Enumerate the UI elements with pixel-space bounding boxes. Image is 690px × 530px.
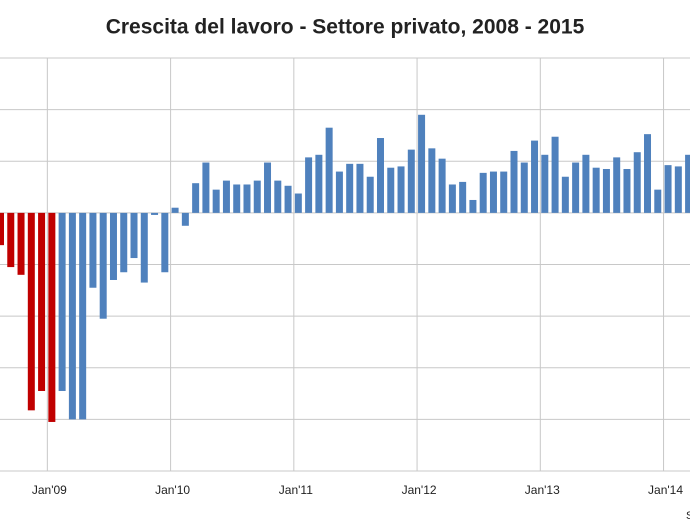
bar	[222, 180, 230, 213]
bar	[233, 184, 241, 213]
bar	[674, 166, 682, 213]
x-tick-label: Jan'13	[525, 483, 560, 497]
bar	[305, 157, 313, 213]
bar	[325, 127, 333, 213]
bar	[89, 212, 97, 288]
bar	[161, 212, 169, 273]
bar	[68, 212, 76, 420]
bar	[335, 171, 343, 213]
bar	[489, 171, 497, 213]
bar	[99, 212, 107, 319]
bar	[582, 154, 590, 213]
bar	[633, 152, 641, 213]
bar	[48, 212, 56, 422]
bar	[510, 150, 518, 213]
bar	[397, 166, 405, 213]
bar	[346, 163, 354, 213]
bar	[387, 167, 395, 213]
x-tick-label: Jan'12	[402, 483, 437, 497]
bar	[572, 162, 580, 213]
bar	[366, 176, 374, 213]
chart-title: Crescita del lavoro - Settore privato, 2…	[106, 16, 585, 39]
bar	[520, 162, 528, 213]
bar	[243, 184, 251, 213]
bar	[418, 114, 426, 213]
bar	[38, 212, 46, 391]
bar	[17, 212, 25, 275]
bar	[294, 193, 302, 213]
bar	[192, 183, 200, 213]
x-tick-label: Jan'10	[155, 483, 190, 497]
bar	[140, 212, 148, 283]
bar	[181, 212, 189, 226]
bar	[541, 154, 549, 213]
bar	[171, 207, 179, 213]
bar	[438, 158, 446, 213]
bar	[479, 172, 487, 213]
bar	[356, 163, 364, 213]
bar	[315, 154, 323, 213]
bar	[448, 184, 456, 213]
bar	[202, 162, 210, 213]
bar	[459, 181, 467, 213]
bar	[592, 167, 600, 213]
bar	[130, 212, 138, 259]
bar	[602, 168, 610, 213]
bar	[613, 157, 621, 213]
bar	[664, 165, 672, 213]
bar	[284, 185, 292, 213]
bar	[109, 212, 117, 280]
bar	[79, 212, 87, 420]
source: S	[686, 510, 690, 522]
bar	[376, 138, 384, 213]
bar	[407, 149, 415, 213]
bar	[151, 212, 159, 215]
bar	[551, 136, 559, 213]
x-tick-label: Jan'14	[648, 483, 683, 497]
bar	[654, 189, 662, 213]
bar	[685, 154, 690, 213]
bar	[58, 212, 66, 391]
bar	[469, 199, 477, 213]
bar	[27, 212, 35, 411]
bar	[561, 176, 569, 213]
x-tick-label: Jan'11	[279, 483, 313, 497]
bar	[623, 168, 631, 213]
bar	[428, 148, 436, 213]
bar	[0, 212, 4, 246]
bar	[500, 171, 508, 213]
bar	[644, 134, 652, 213]
bar	[531, 140, 539, 213]
bar	[212, 189, 220, 213]
bar	[264, 162, 272, 213]
bar	[253, 180, 261, 213]
bar	[120, 212, 128, 273]
bar	[274, 180, 282, 213]
x-tick-label: Jan'09	[32, 483, 67, 497]
bar	[7, 212, 15, 268]
